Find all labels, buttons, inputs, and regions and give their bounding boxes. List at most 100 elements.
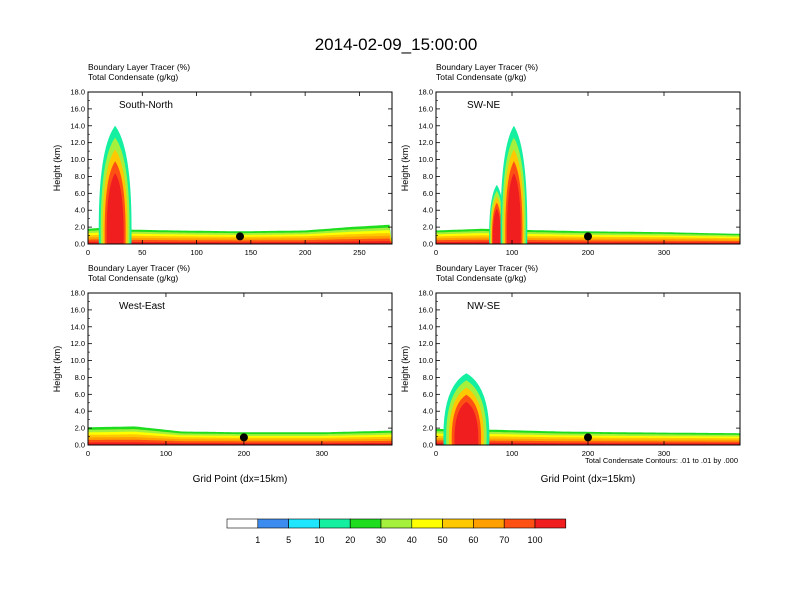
panel-2: Boundary Layer Tracer (%)Total Condensat… [52, 263, 393, 485]
location-marker [239, 433, 248, 442]
panel-subtitle: Total Condensate (g/kg) [88, 273, 178, 283]
x-tick-label: 300 [658, 449, 671, 458]
y-tick-label: 6.0 [423, 390, 433, 399]
colorbar: 1 5 10 20 30 40 50 60 70 100 [226, 518, 567, 545]
x-tick-label: 100 [190, 248, 203, 257]
y-tick-label: 18.0 [418, 289, 433, 298]
y-tick-label: 14.0 [70, 121, 85, 130]
plot-frame [435, 91, 741, 245]
y-tick-label: 4.0 [423, 206, 433, 215]
y-tick-label: 2.0 [423, 223, 433, 232]
y-tick-label: 16.0 [418, 104, 433, 113]
y-tick-label: 16.0 [70, 305, 85, 314]
colorbar-label: 70 [499, 535, 509, 545]
colorbar-label: 20 [345, 535, 355, 545]
y-tick-label: 8.0 [423, 373, 433, 382]
panel-title: Boundary Layer Tracer (%) [88, 263, 190, 273]
colorbar-label: 10 [314, 535, 324, 545]
y-axis-label: Height (km) [52, 346, 62, 393]
y-axis-label: Height (km) [400, 346, 410, 393]
colorbar-label: 40 [407, 535, 417, 545]
y-tick-label: 14.0 [70, 322, 85, 331]
y-tick-label: 4.0 [75, 206, 85, 215]
colorbar-box [288, 518, 320, 529]
colorbar-box [534, 518, 567, 529]
plume-area [106, 173, 124, 244]
panels-group: Boundary Layer Tracer (%)Total Condensat… [52, 62, 741, 485]
panel-label: SW-NE [467, 100, 500, 111]
colorbar-box [380, 518, 413, 529]
figure-title: 2014-02-09_15:00:00 [315, 35, 478, 54]
colorbar-box [503, 518, 536, 529]
y-tick-label: 8.0 [423, 172, 433, 181]
colorbar-box [226, 518, 259, 529]
plume-area [454, 401, 479, 445]
x-tick-label: 300 [658, 248, 671, 257]
colorbar-label: 50 [438, 535, 448, 545]
panel-1: Boundary Layer Tracer (%)Total Condensat… [400, 62, 741, 257]
y-tick-label: 0.0 [423, 441, 433, 450]
panel-subtitle: Total Condensate (g/kg) [436, 72, 526, 82]
y-tick-label: 2.0 [75, 223, 85, 232]
panel-0: Boundary Layer Tracer (%)Total Condensat… [52, 62, 393, 257]
location-marker [584, 232, 592, 241]
x-tick-label: 200 [582, 248, 595, 257]
tracer-layer [88, 241, 392, 244]
y-axis-label: Height (km) [52, 145, 62, 192]
colorbar-label: 5 [286, 535, 291, 545]
y-tick-label: 12.0 [418, 339, 433, 348]
x-tick-label: 50 [138, 248, 146, 257]
panel-label: South-North [119, 100, 173, 111]
tracer-layer [88, 442, 392, 445]
panel-title: Boundary Layer Tracer (%) [88, 62, 190, 72]
panel-subtitle: Total Condensate (g/kg) [436, 273, 526, 283]
x-tick-label: 300 [316, 449, 329, 458]
location-marker [236, 232, 244, 241]
colorbar-label: 1 [255, 535, 260, 545]
y-tick-label: 16.0 [70, 104, 85, 113]
colorbar-box [442, 518, 474, 529]
y-tick-label: 14.0 [418, 322, 433, 331]
x-tick-label: 150 [245, 248, 258, 257]
y-axis-label: Height (km) [400, 145, 410, 192]
colorbar-box [349, 518, 382, 529]
y-tick-label: 10.0 [418, 155, 433, 164]
y-tick-label: 4.0 [75, 407, 85, 416]
colorbar-label: 100 [527, 535, 542, 545]
y-tick-label: 10.0 [418, 356, 433, 365]
y-tick-label: 18.0 [70, 88, 85, 97]
y-tick-label: 12.0 [70, 339, 85, 348]
colorbar-box [319, 518, 351, 529]
y-tick-label: 0.0 [75, 240, 85, 249]
y-tick-label: 6.0 [423, 189, 433, 198]
y-tick-label: 8.0 [75, 172, 85, 181]
colorbar-box [473, 518, 505, 529]
panel-title: Boundary Layer Tracer (%) [436, 263, 538, 273]
plot-frame [87, 91, 393, 245]
panel-title: Boundary Layer Tracer (%) [436, 62, 538, 72]
x-axis-label: Grid Point (dx=15km) [541, 474, 636, 485]
x-tick-label: 100 [160, 449, 173, 458]
y-tick-label: 18.0 [70, 289, 85, 298]
colorbar-label: 30 [376, 535, 386, 545]
y-tick-label: 4.0 [423, 407, 433, 416]
y-tick-label: 8.0 [75, 373, 85, 382]
y-tick-label: 16.0 [418, 305, 433, 314]
panel-label: NW-SE [467, 301, 500, 312]
y-tick-label: 2.0 [423, 424, 433, 433]
y-tick-label: 12.0 [418, 138, 433, 147]
plume-area [492, 208, 501, 244]
y-tick-label: 10.0 [70, 356, 85, 365]
x-tick-label: 0 [434, 248, 438, 257]
y-tick-label: 10.0 [70, 155, 85, 164]
plot-frame [87, 292, 393, 446]
x-tick-label: 0 [434, 449, 438, 458]
x-tick-label: 100 [506, 248, 519, 257]
x-tick-label: 100 [506, 449, 519, 458]
y-tick-label: 6.0 [75, 189, 85, 198]
x-tick-label: 200 [582, 449, 595, 458]
x-axis-label: Grid Point (dx=15km) [193, 474, 288, 485]
contour-note: Total Condensate Contours: .01 to .01 by… [585, 456, 738, 465]
y-tick-label: 0.0 [75, 441, 85, 450]
y-tick-label: 14.0 [418, 121, 433, 130]
